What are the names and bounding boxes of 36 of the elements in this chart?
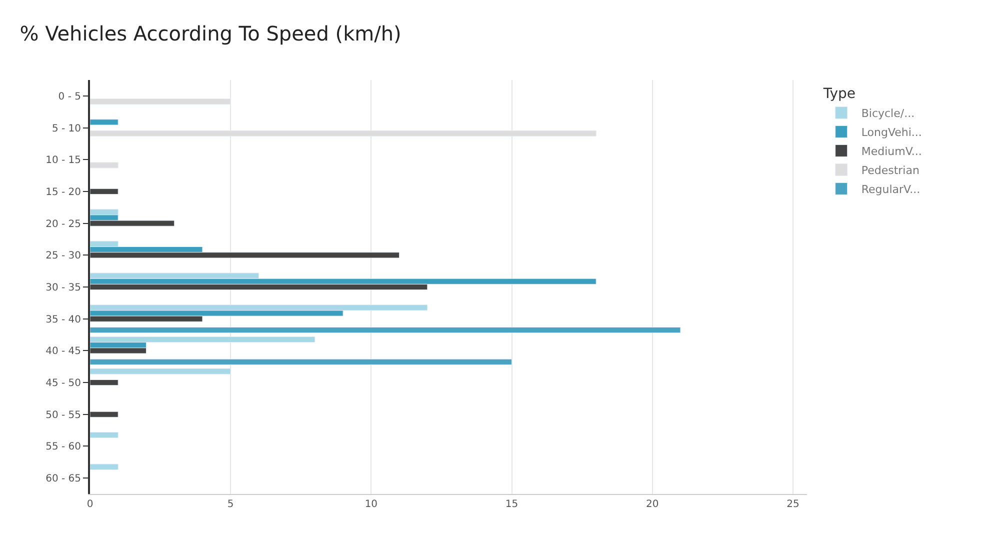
x-tick-label: 10 bbox=[364, 499, 378, 510]
x-tick-label: 15 bbox=[505, 499, 518, 510]
bar bbox=[90, 358, 512, 365]
y-tick-label: 15 - 20 bbox=[46, 186, 81, 198]
y-tick-label: 55 - 60 bbox=[46, 442, 81, 453]
bar bbox=[90, 188, 118, 195]
y-tick-label: 50 - 55 bbox=[46, 410, 81, 421]
legend-label: Bicycle/... bbox=[861, 106, 915, 120]
y-tick-label: 25 - 30 bbox=[46, 250, 81, 262]
y-tick-label: 0 - 5 bbox=[58, 91, 81, 102]
bar bbox=[90, 327, 681, 334]
legend-label: MediumV... bbox=[861, 144, 922, 158]
y-tick-label: 30 - 35 bbox=[46, 282, 81, 294]
x-tick-label: 20 bbox=[646, 499, 659, 510]
bar bbox=[90, 432, 118, 438]
legend-title: Type bbox=[822, 86, 856, 102]
bar bbox=[90, 119, 118, 126]
chart-title: % Vehicles According To Speed (km/h) bbox=[20, 22, 402, 46]
bar bbox=[90, 464, 118, 470]
y-tick-label: 10 - 15 bbox=[46, 155, 81, 166]
x-tick-label: 25 bbox=[786, 499, 800, 510]
legend-label: Pedestrian bbox=[861, 164, 920, 177]
y-tick-label: 60 - 65 bbox=[46, 474, 81, 485]
y-tick-label: 5 - 10 bbox=[52, 123, 81, 134]
x-tick-label: 0 bbox=[86, 499, 94, 510]
y-tick-label: 40 - 45 bbox=[46, 346, 81, 358]
bar bbox=[90, 379, 118, 386]
x-tick-label: 5 bbox=[227, 499, 234, 510]
legend-label: LongVehi... bbox=[861, 126, 922, 139]
bar bbox=[90, 411, 118, 418]
legend-label: RegularV... bbox=[861, 182, 920, 196]
bar bbox=[90, 368, 231, 374]
bar bbox=[90, 162, 118, 168]
y-tick-label: 35 - 40 bbox=[46, 314, 81, 326]
y-tick-label: 20 - 25 bbox=[46, 218, 81, 230]
y-tick-label: 45 - 50 bbox=[46, 378, 81, 390]
